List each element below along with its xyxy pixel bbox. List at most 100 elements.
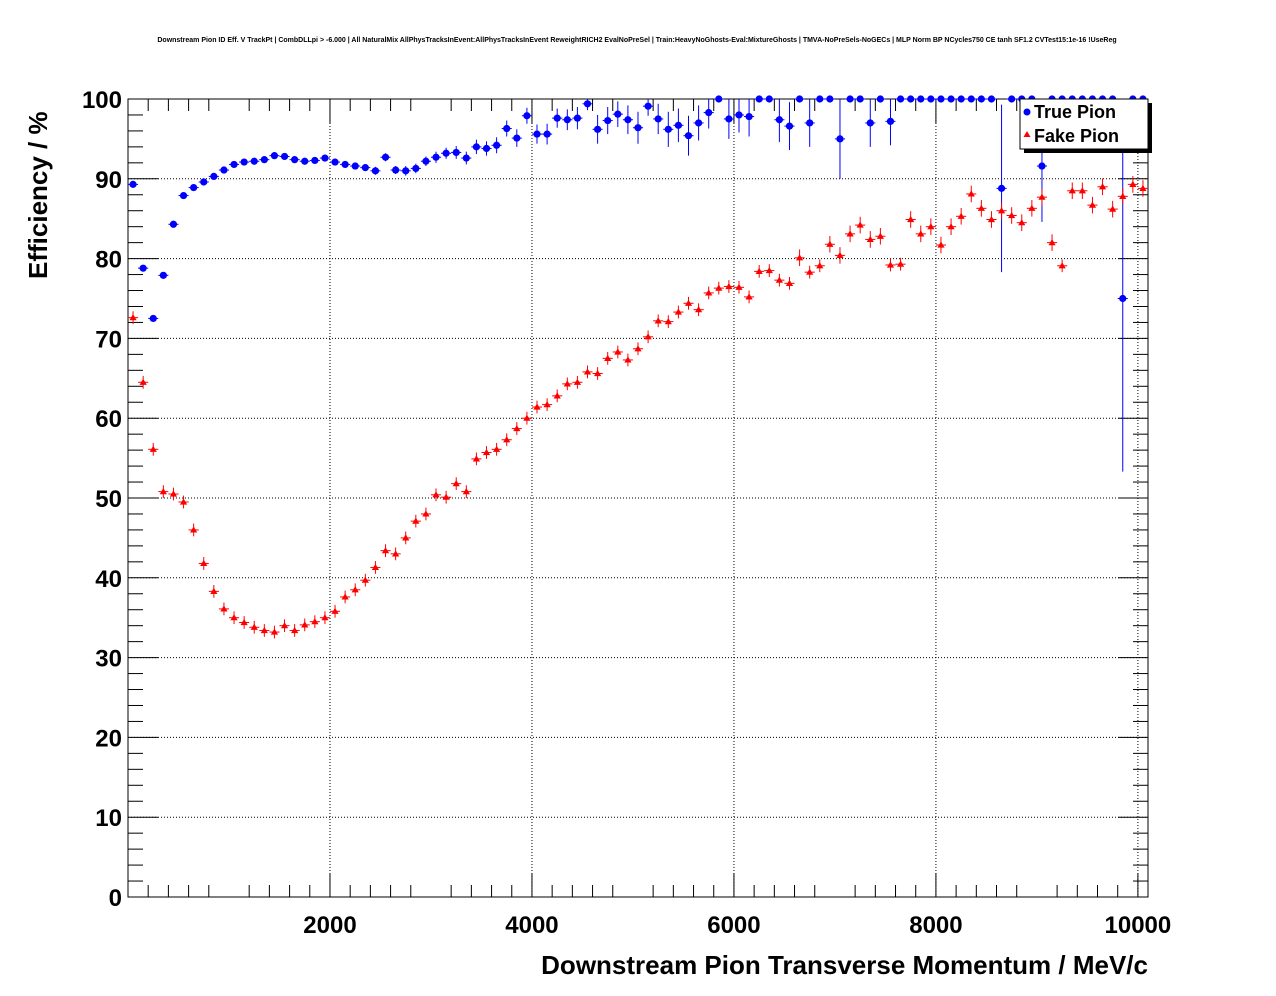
data-point — [583, 100, 592, 108]
data-point — [876, 95, 884, 103]
data-point — [987, 215, 996, 223]
data-point — [462, 154, 470, 162]
data-point — [523, 112, 531, 120]
data-point — [1119, 294, 1127, 303]
y-tick-label: 20 — [95, 725, 122, 752]
y-tick-label: 60 — [95, 406, 122, 433]
data-point — [765, 95, 773, 103]
x-axis-title: Downstream Pion Transverse Momentum / Me… — [541, 950, 1148, 980]
data-point — [947, 223, 955, 230]
data-point — [967, 95, 975, 103]
data-point — [381, 153, 390, 161]
data-point — [866, 235, 874, 243]
data-point — [876, 232, 884, 239]
data-point — [997, 184, 1006, 192]
data-point — [563, 380, 571, 387]
data-point — [452, 148, 460, 157]
data-point — [169, 490, 178, 497]
data-point — [664, 318, 672, 325]
data-point — [705, 289, 713, 296]
data-point — [836, 251, 844, 259]
data-point — [1018, 219, 1026, 226]
y-tick-label: 90 — [95, 167, 122, 194]
data-point — [179, 191, 188, 200]
data-point — [927, 95, 935, 103]
grid-lines — [128, 99, 1148, 897]
data-point — [785, 279, 794, 286]
data-point — [755, 95, 763, 103]
data-point — [846, 95, 854, 103]
data-point — [947, 95, 955, 103]
data-point — [503, 124, 511, 133]
data-point — [684, 132, 693, 140]
data-point — [1058, 262, 1066, 269]
data-point — [694, 306, 703, 313]
x-tick-label: 8000 — [909, 912, 962, 939]
data-point — [674, 308, 682, 315]
data-point — [513, 134, 521, 142]
data-point — [250, 157, 258, 165]
data-point — [250, 623, 258, 630]
data-point — [866, 119, 874, 127]
data-point — [755, 267, 763, 274]
data-point — [351, 162, 359, 170]
data-point — [482, 144, 491, 153]
data-point — [240, 618, 248, 626]
data-point — [543, 401, 551, 408]
data-point — [169, 220, 178, 228]
x-tick-label: 10000 — [1105, 912, 1172, 939]
data-point — [775, 276, 783, 283]
data-point — [957, 212, 965, 219]
data-point — [301, 157, 309, 165]
data-point — [997, 207, 1006, 214]
data-point — [856, 221, 864, 228]
data-point — [230, 160, 238, 169]
data-point — [826, 240, 834, 247]
data-point — [462, 488, 470, 495]
data-point — [493, 445, 501, 452]
data-point — [846, 230, 854, 237]
data-point — [725, 282, 733, 290]
y-tick-label: 80 — [95, 247, 122, 274]
data-point — [785, 122, 794, 130]
data-point — [664, 125, 672, 133]
data-point — [361, 164, 369, 172]
data-point — [240, 158, 248, 166]
data-point — [200, 178, 208, 186]
data-point — [836, 135, 844, 143]
y-tick-label: 10 — [95, 805, 122, 832]
chart-title: Downstream Pion ID Eff. V TrackPt | Comb… — [157, 37, 1116, 44]
series-fake-pion — [128, 176, 1148, 639]
data-point — [280, 152, 289, 161]
data-point — [634, 124, 642, 132]
legend-marker-fake-pion — [1023, 131, 1031, 137]
data-point — [482, 448, 491, 456]
data-point — [422, 157, 430, 165]
data-point — [644, 333, 652, 340]
data-point — [210, 172, 218, 181]
data-point — [402, 167, 410, 175]
data-point — [381, 547, 390, 554]
data-point — [583, 368, 592, 375]
y-tick-label: 40 — [95, 566, 122, 593]
data-point — [523, 414, 531, 421]
legend-box — [1019, 98, 1149, 150]
data-point — [573, 114, 582, 122]
data-point — [513, 424, 521, 432]
data-point — [927, 223, 935, 230]
data-point — [725, 115, 733, 123]
data-point — [1088, 201, 1097, 208]
data-point — [957, 95, 965, 103]
data-point — [543, 130, 551, 138]
data-point — [563, 116, 571, 124]
data-point — [977, 204, 985, 211]
data-point — [331, 607, 339, 614]
data-series — [128, 95, 1148, 639]
data-point — [533, 403, 541, 410]
data-point — [907, 95, 915, 103]
data-point — [694, 119, 703, 127]
x-tick-label: 2000 — [303, 912, 356, 939]
data-point — [715, 284, 723, 291]
data-point — [442, 493, 450, 500]
